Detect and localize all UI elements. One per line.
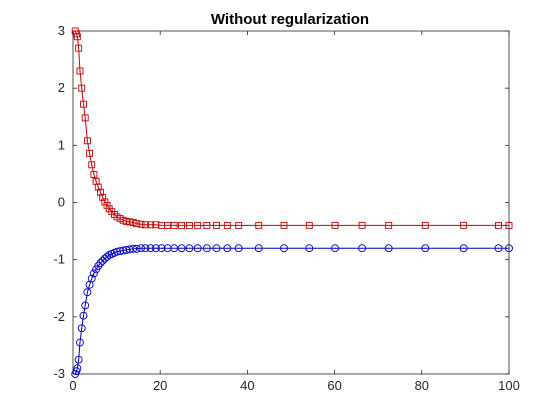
series-1-point xyxy=(495,221,502,229)
series-1-point xyxy=(99,193,107,201)
x-tick-label: 60 xyxy=(327,378,341,393)
series-1-point xyxy=(78,84,86,92)
series-1-point xyxy=(255,221,263,229)
series-2-point xyxy=(74,355,83,364)
series-1-point xyxy=(86,149,94,157)
series-2-point xyxy=(103,252,111,261)
series-1-point xyxy=(94,183,102,191)
series-2-point xyxy=(305,244,314,253)
series-1-line xyxy=(74,30,509,226)
y-tick-label: 3 xyxy=(58,23,65,38)
series-1-point xyxy=(80,100,87,108)
series-1-point xyxy=(97,188,104,196)
series-2-point xyxy=(76,338,84,347)
series-1-point xyxy=(133,220,141,228)
series-2-point xyxy=(141,244,150,253)
series-1-point xyxy=(194,221,202,229)
series-1-point xyxy=(88,161,96,169)
series-1-point xyxy=(126,218,134,226)
x-tick-label: 80 xyxy=(415,378,429,393)
y-tick-label: 0 xyxy=(58,195,65,210)
series-2-point xyxy=(421,244,430,253)
plot-area: 0 20 40 60 80 100 -3 -2 -1 0 1 2 3 xyxy=(53,23,519,393)
series-1-point xyxy=(129,219,137,226)
series-2-point xyxy=(94,262,103,270)
series-2-point xyxy=(505,244,513,253)
series-1-point xyxy=(147,221,155,229)
chart-title: Without regularization xyxy=(211,11,369,28)
series-2-point xyxy=(146,244,155,253)
series-1-point xyxy=(385,221,393,229)
series-1-point xyxy=(73,33,81,41)
y-tick-label: -1 xyxy=(53,252,65,267)
series-2-point xyxy=(163,244,172,253)
series-2-point xyxy=(358,244,367,253)
series-2-point xyxy=(331,244,339,253)
series-2-point xyxy=(137,244,145,253)
series-1-point xyxy=(137,220,145,228)
y-tick-label: 2 xyxy=(58,80,65,95)
series-2-line xyxy=(74,247,509,375)
series-2-point xyxy=(89,269,98,278)
series-2-point xyxy=(193,244,202,253)
series-2-point xyxy=(96,259,105,268)
series-2-point xyxy=(129,244,138,253)
series-2-point xyxy=(77,324,86,333)
series-1-point xyxy=(185,221,193,229)
series-1-point xyxy=(75,44,83,52)
series-1-point xyxy=(460,221,468,229)
series-2-point xyxy=(223,244,232,253)
series-2-point xyxy=(234,244,243,253)
series-2-point xyxy=(83,288,92,297)
series-2-point xyxy=(254,244,263,253)
series-1-point xyxy=(141,221,149,229)
y-tick-label: -2 xyxy=(53,309,65,324)
series-2-point xyxy=(87,274,96,283)
series-1-point xyxy=(305,221,313,229)
x-tick-label: 40 xyxy=(240,378,254,393)
series-2-point xyxy=(116,247,125,256)
series-1-point xyxy=(122,217,130,225)
series-2-point xyxy=(384,244,393,253)
series-2-point xyxy=(280,244,288,253)
series-1-point xyxy=(83,137,91,145)
series-1-point xyxy=(170,221,178,229)
series-1-point xyxy=(203,221,211,229)
x-tick-label: 0 xyxy=(69,378,76,393)
series-2-point xyxy=(157,244,166,253)
series-2-point xyxy=(113,247,121,256)
series-1-point xyxy=(76,67,84,75)
series-2-point xyxy=(202,244,211,253)
y-tick-label: 1 xyxy=(58,137,65,152)
axes-box xyxy=(72,30,510,375)
series-1-point xyxy=(81,114,89,122)
y-tick-label: -3 xyxy=(53,366,65,381)
series-2-point xyxy=(79,311,88,320)
series-2-point xyxy=(73,364,82,373)
series-2-point xyxy=(151,244,160,253)
series-2-point xyxy=(177,244,186,253)
series-2-point xyxy=(185,244,194,253)
series-1-point xyxy=(358,221,366,229)
series-2-point xyxy=(98,256,107,265)
series-1-point xyxy=(421,221,429,229)
series-2-point xyxy=(212,244,221,253)
series-2-point xyxy=(459,244,468,253)
series-2-point xyxy=(132,244,141,253)
series-1-point xyxy=(178,221,186,229)
x-tick-label: 20 xyxy=(153,378,167,393)
series-2-point xyxy=(81,301,90,310)
series-1-point xyxy=(331,221,339,229)
series-1-point xyxy=(212,221,220,229)
series-1-point xyxy=(90,171,98,178)
series-1-point xyxy=(235,221,243,229)
series-1-point xyxy=(280,221,288,229)
series-1-point xyxy=(505,221,513,229)
series-1-point xyxy=(223,221,231,229)
series-2-point xyxy=(494,244,503,253)
x-tick-label: 100 xyxy=(498,378,520,393)
series-1-point xyxy=(164,221,172,229)
